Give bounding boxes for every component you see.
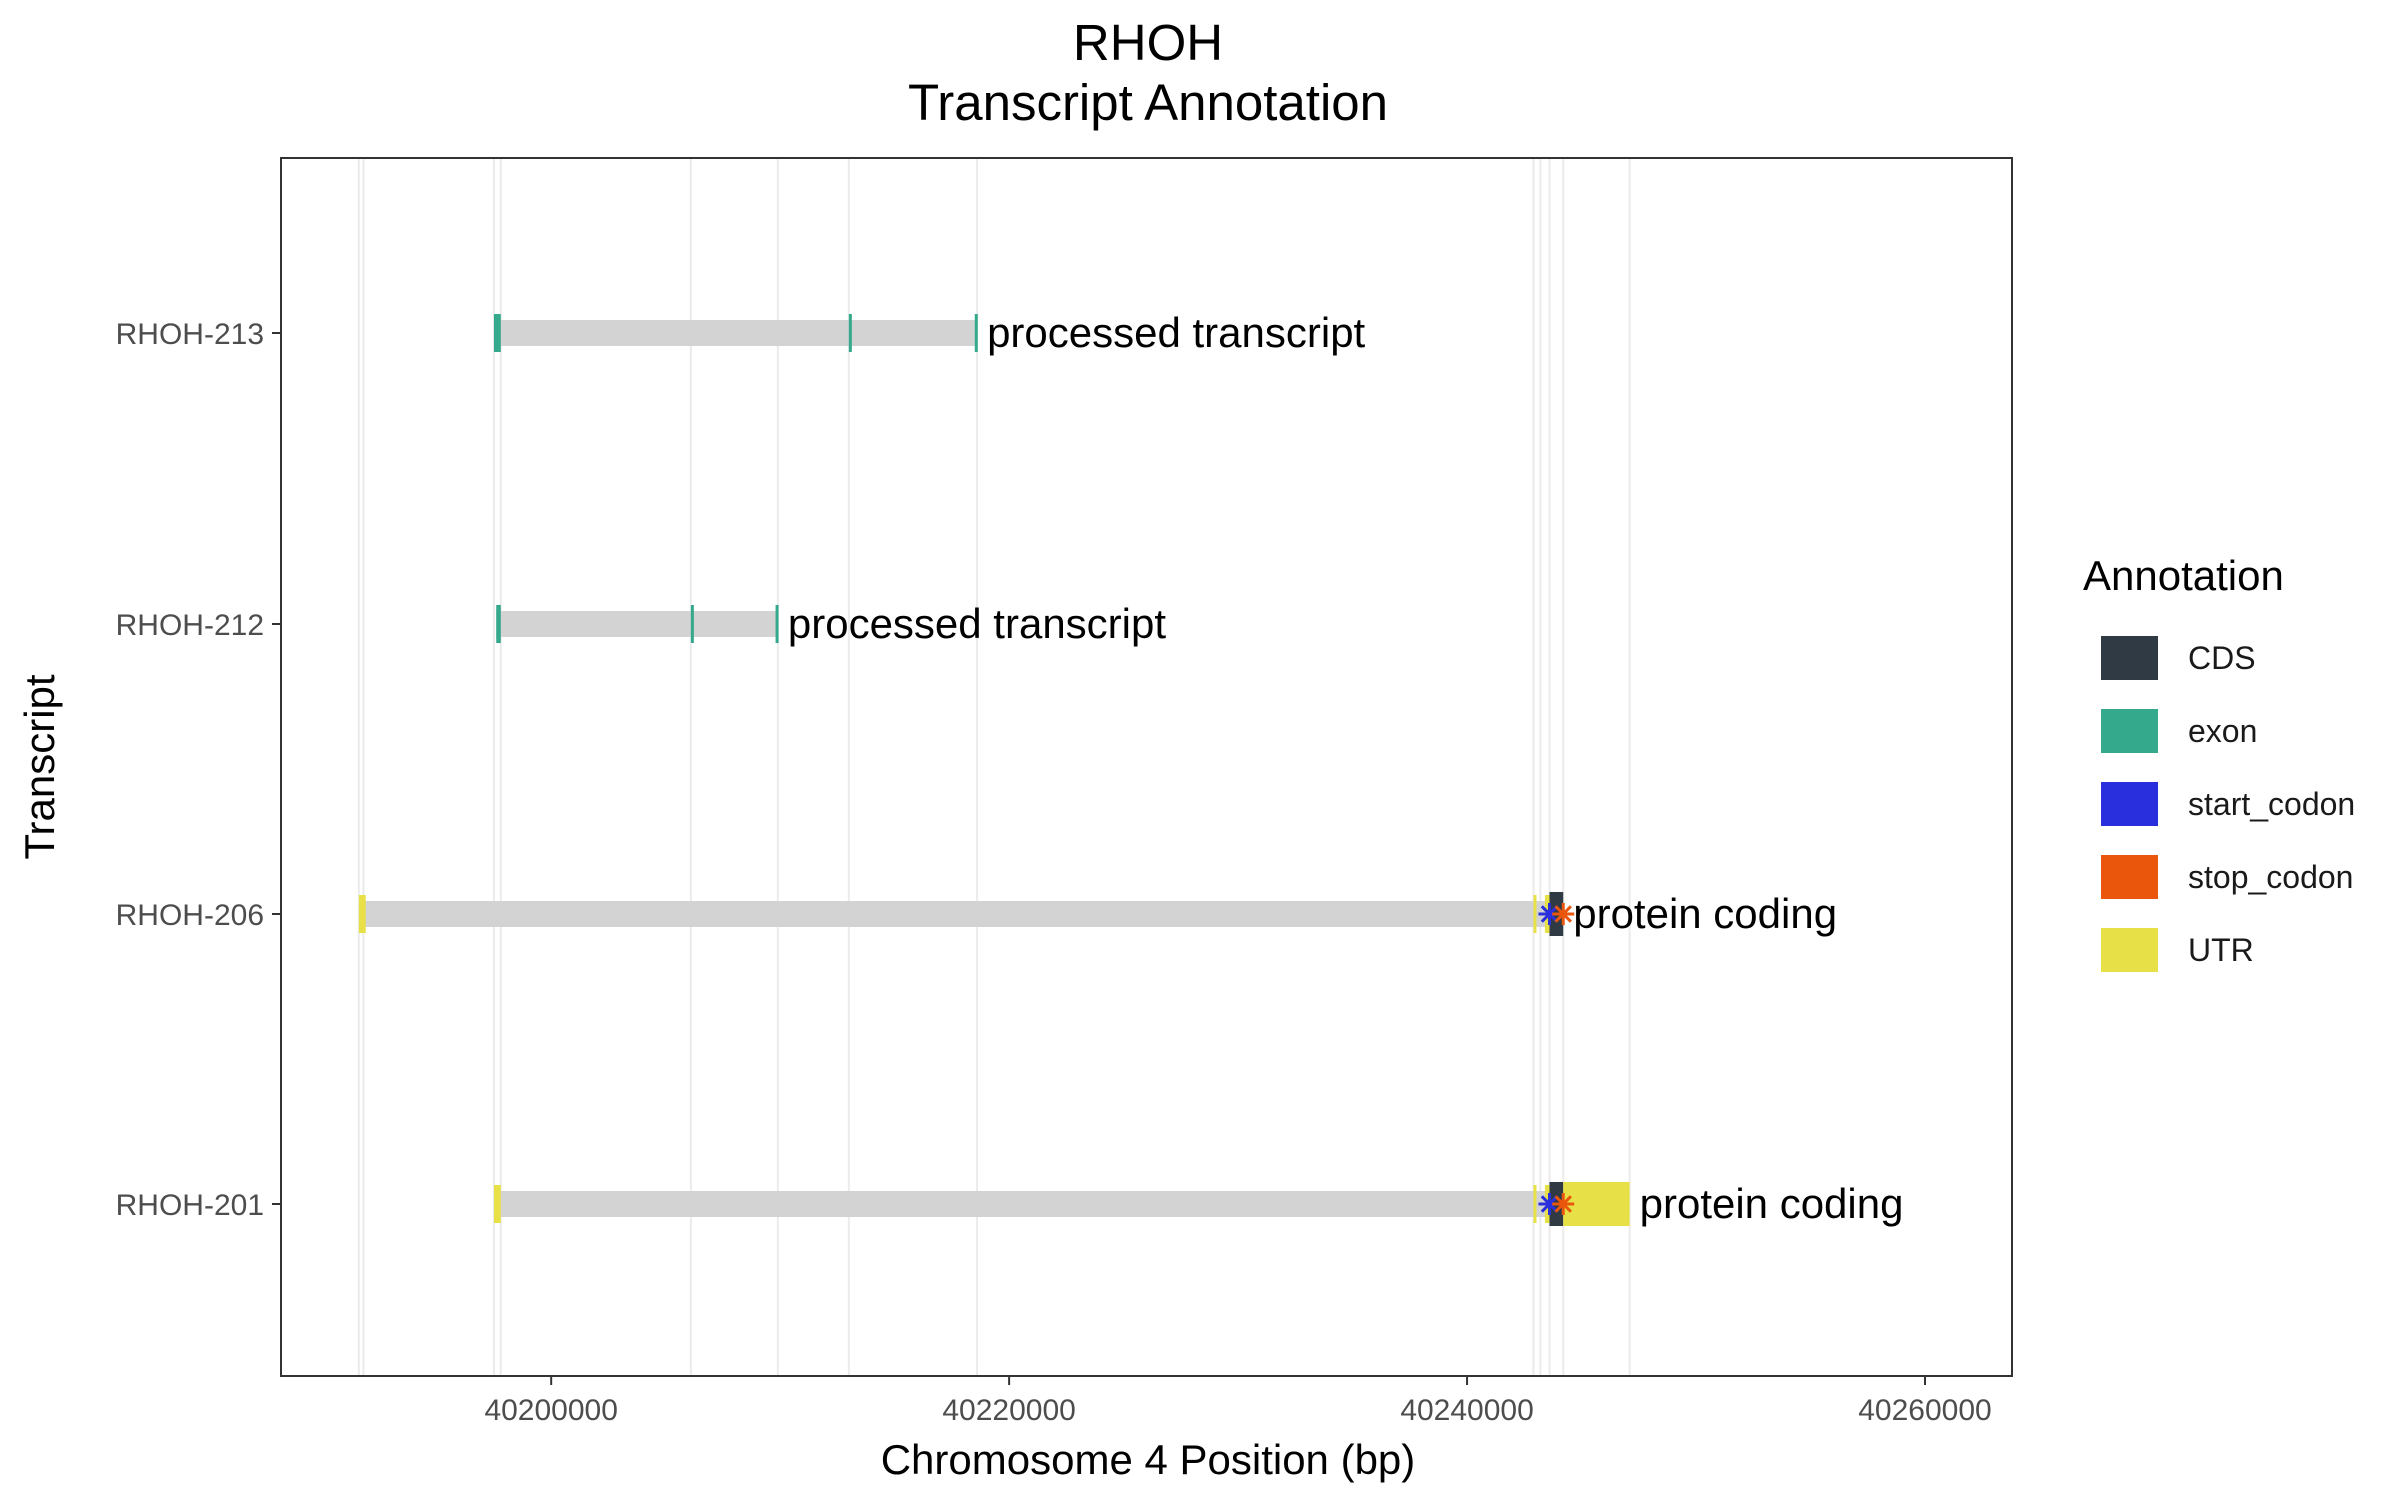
transcript-biotype-label: protein coding [1573,890,1837,937]
transcript-biotype-label: protein coding [1640,1180,1904,1227]
chart-subtitle: Transcript Annotation [908,74,1388,131]
legend-label-UTR: UTR [2188,932,2254,968]
exon-segment [690,605,694,643]
legend-key-start-codon [2101,782,2158,826]
utr-segment [493,1185,501,1223]
transcript-biotype-label: processed transcript [788,600,1166,647]
legend-label-exon: exon [2188,713,2257,749]
intron-segment [358,901,1564,927]
exon-segment [775,605,779,643]
legend-title: Annotation [2083,552,2284,599]
marker-stroke [1554,1195,1572,1213]
x-axis: 40200000 40220000 40240000 40260000 [484,1376,1992,1427]
legend-label-CDS: CDS [2188,640,2256,676]
transcript-biotype-label: processed transcript [987,309,1365,356]
transcript-tracks: processed transcript processed transcript… [358,309,1904,1227]
legend-key-exon [2101,709,2158,753]
y-axis: RHOH-213 RHOH-212 RHOH-206 RHOH-201 [116,318,281,1222]
x-axis-title: Chromosome 4 Position (bp) [881,1436,1416,1483]
legend-key-UTR [2101,928,2158,972]
utr-segment [1533,1185,1537,1223]
stop-codon-marker [1552,1193,1575,1215]
y-tick-label: RHOH-201 [116,1189,264,1222]
transcript-track: protein coding [358,890,1837,937]
y-tick-label: RHOH-206 [116,899,264,932]
legend-key-stop-codon [2101,855,2158,899]
x-tick-label: 40220000 [942,1394,1075,1427]
legend-label-stop-codon: stop_codon [2188,859,2353,895]
legend: Annotation CDS exon start_codon stop_codon U… [2083,552,2355,972]
x-tick-label: 40200000 [484,1394,617,1427]
transcript-track: processed transcript [493,309,1366,356]
plot-panel-border [280,157,2013,1377]
transcript-track: protein coding [493,1180,1904,1227]
legend-key-CDS [2101,636,2158,680]
exon-segment [493,314,501,352]
utr-segment [1533,895,1537,933]
y-tick-label: RHOH-213 [116,318,264,351]
stop-codon-marker [1552,903,1575,925]
marker-stroke [1540,905,1559,923]
legend-label-start-codon: start_codon [2188,786,2355,822]
intron-segment [493,1191,1630,1217]
x-tick-label: 40260000 [1858,1394,1991,1427]
intron-segment [496,611,778,637]
x-tick-label: 40240000 [1400,1394,1533,1427]
utr-segment [358,895,366,933]
exon-segment [848,314,852,352]
transcript-track: processed transcript [496,600,1166,647]
gridlines [357,158,1631,1376]
utr-segment [1563,1182,1630,1226]
chart-title: RHOH [1073,14,1223,71]
y-axis-title: Transcript [16,674,63,859]
exon-segment [974,314,978,352]
y-tick-label: RHOH-212 [116,609,264,642]
exon-segment [496,605,501,643]
intron-segment [493,320,978,346]
marker-stroke [1554,905,1572,923]
marker-stroke [1540,1195,1559,1213]
